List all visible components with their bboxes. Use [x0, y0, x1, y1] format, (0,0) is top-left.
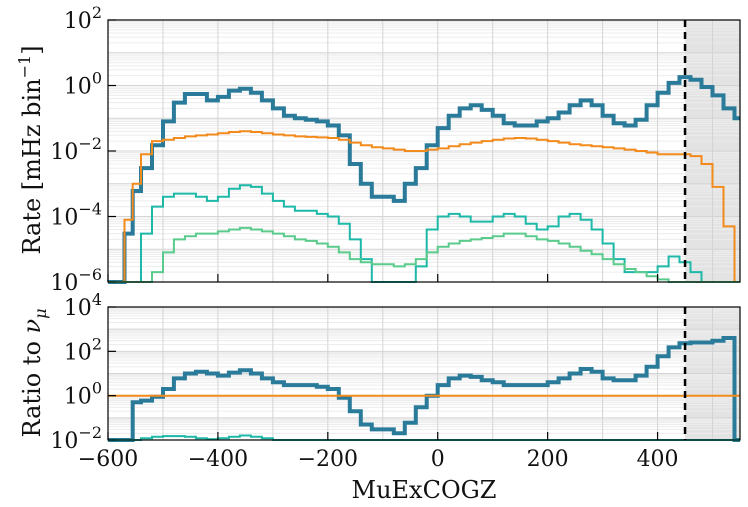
top-y-tick-label: 10−4 [50, 200, 102, 231]
bottom-y-axis-label: Ratio to νμ [18, 308, 50, 437]
bottom-x-ticks: −600 −400 −200 0 200 400 [78, 432, 679, 472]
top-y-tick-exponent: 0 [92, 69, 102, 88]
bottom-x-tick-label: 200 [527, 447, 569, 472]
top-y-axis-label-close: ] [18, 45, 46, 54]
top-y-tick-exponent: −2 [78, 134, 102, 153]
bottom-series [108, 336, 740, 442]
bottom-y-axis-label-symbol: ν [18, 319, 46, 334]
top-grid [107, 20, 740, 283]
bottom-y-tick-base: 10 [64, 385, 92, 410]
bottom-y-axis-label-text: Ratio to [18, 333, 46, 437]
bottom-x-tick-label: 0 [431, 447, 445, 472]
top-y-axis-label-exponent: −1 [15, 55, 34, 79]
bottom-x-tick-label: 400 [637, 447, 679, 472]
bottom-y-tick-exponent: 2 [92, 334, 102, 353]
top-y-tick-exponent: −6 [78, 265, 102, 284]
bottom-x-tick-label: −400 [188, 447, 248, 472]
bottom-series-0 [108, 336, 740, 442]
bottom-series-2 [108, 434, 740, 441]
bottom-x-tick-label: −200 [298, 447, 358, 472]
top-y-tick-base: 10 [50, 206, 78, 231]
bottom-y-tick-exponent: −2 [78, 423, 102, 442]
bottom-plot-frame [107, 306, 741, 441]
top-y-tick-base: 10 [64, 9, 92, 34]
top-x-ticks [107, 274, 659, 282]
top-series-0 [108, 75, 740, 284]
bottom-y-tick-label: 10−2 [50, 423, 102, 454]
bottom-y-tick-base: 10 [64, 296, 92, 321]
bottom-y-tick-label: 102 [64, 334, 102, 365]
top-series-2 [108, 184, 740, 283]
bottom-y-tick-label: 104 [64, 290, 102, 321]
top-y-tick-exponent: 2 [92, 3, 102, 22]
top-y-axis-label: Rate [mHz bin−1] [15, 45, 46, 254]
bottom-y-tick-exponent: 4 [92, 290, 102, 309]
bottom-y-tick-base: 10 [50, 429, 78, 454]
top-series-1 [108, 130, 740, 283]
top-series [108, 75, 740, 284]
bottom-y-tick-label: 100 [64, 379, 102, 410]
top-y-tick-base: 10 [50, 140, 78, 165]
x-axis-label: MuExCOGZ [352, 476, 497, 504]
top-y-tick-base: 10 [50, 271, 78, 296]
bottom-y-tick-base: 10 [64, 340, 92, 365]
top-y-axis-label-main: Rate [mHz bin [18, 78, 46, 254]
bottom-y-axis-label-subscript: μ [31, 308, 50, 318]
top-y-tick-label: 100 [64, 69, 102, 100]
top-y-tick-label: 10−2 [50, 134, 102, 165]
bottom-y-tick-exponent: 0 [92, 379, 102, 398]
bottom-x-tick-label: −600 [78, 447, 138, 472]
top-y-tick-label: 10−6 [50, 265, 102, 296]
top-y-tick-base: 10 [64, 75, 92, 100]
top-series-3 [108, 226, 740, 283]
top-y-tick-label: 102 [64, 3, 102, 34]
top-y-tick-exponent: −4 [78, 200, 102, 219]
